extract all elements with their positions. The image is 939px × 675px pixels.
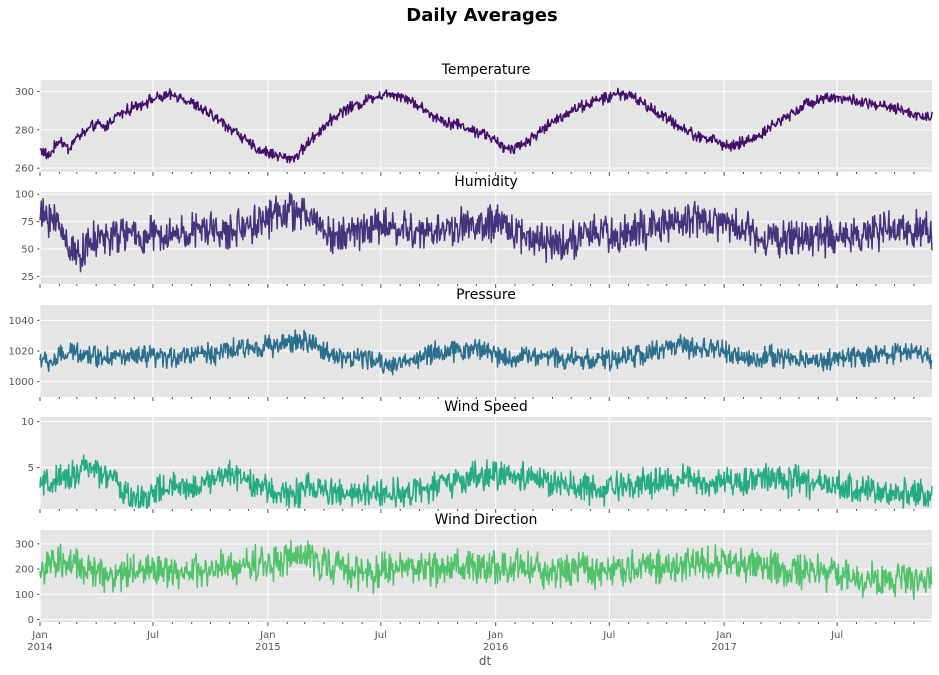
- series-line-wind-speed: [39, 454, 933, 509]
- x-tick-label: Jan: [487, 630, 503, 641]
- y-tick-label: 50: [21, 244, 34, 255]
- y-tick-label: 100: [15, 590, 34, 601]
- panel-humidity: 25 50 75 100 Humidity: [15, 174, 933, 288]
- series-line-wind-direction: [39, 540, 933, 601]
- panel-title: Wind Speed: [444, 399, 528, 415]
- y-tick-label: 300: [15, 87, 34, 98]
- x-tick-year-label: 2017: [711, 642, 736, 653]
- panel-background: [40, 80, 932, 172]
- y-tick-label: 100: [15, 190, 34, 201]
- y-tick-label: 1000: [9, 377, 34, 388]
- chart-panels: 260280300Temperature255075100Humidity100…: [9, 62, 933, 626]
- x-tick-year-label: 2016: [483, 642, 508, 653]
- panel-title: Pressure: [456, 287, 516, 303]
- panel-title: Humidity: [454, 174, 517, 190]
- panel-wind-speed: 5 10 Wind Speed: [21, 399, 933, 513]
- panel-title: Temperature: [441, 62, 531, 78]
- x-tick-year-label: 2015: [255, 642, 280, 653]
- y-tick-label: 10: [21, 417, 34, 428]
- series-line-pressure: [39, 329, 933, 376]
- y-tick-label: 0: [28, 615, 34, 626]
- y-tick-label: 260: [15, 164, 34, 175]
- y-tick-label: 5: [28, 463, 34, 474]
- series-line-temperature: [39, 87, 933, 164]
- x-tick-label: Jan: [259, 630, 275, 641]
- y-tick-label: 300: [15, 539, 34, 550]
- panel-temperature: 260 280 300 Temperature: [15, 62, 933, 176]
- y-tick-label: 1040: [9, 316, 34, 327]
- x-tick-label: Jul: [146, 630, 159, 641]
- x-tick-label: Jan: [715, 630, 731, 641]
- x-tick-label: Jul: [374, 630, 387, 641]
- y-tick-label: 25: [21, 272, 34, 283]
- panel-wind-direction: 0 100 200 300 Wind Direction: [15, 512, 933, 626]
- y-tick-label: 200: [15, 565, 34, 576]
- x-tick-label: Jul: [602, 630, 615, 641]
- series-line-humidity: [39, 192, 933, 273]
- panel-pressure: 1000 1020 1040 Pressure: [9, 287, 933, 401]
- y-tick-label: 1020: [9, 347, 34, 358]
- x-axis-label: dt: [479, 654, 492, 668]
- y-tick-label: 280: [15, 125, 34, 136]
- x-tick-year-label: 2014: [27, 642, 52, 653]
- y-tick-label: 75: [21, 217, 34, 228]
- x-tick-label: Jan: [31, 630, 47, 641]
- panel-background: [40, 417, 932, 509]
- panel-title: Wind Direction: [435, 512, 538, 528]
- x-tick-label: Jul: [830, 630, 843, 641]
- figure-title: Daily Averages: [406, 5, 558, 26]
